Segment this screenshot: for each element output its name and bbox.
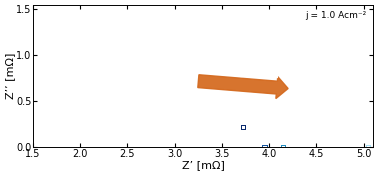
Point — [240, 126, 246, 129]
Point — [280, 146, 287, 149]
Point — [240, 126, 246, 129]
Point — [262, 146, 268, 149]
Point — [280, 146, 287, 149]
Point — [366, 146, 372, 149]
Point — [240, 126, 246, 129]
X-axis label: Z’ [mΩ]: Z’ [mΩ] — [182, 160, 225, 170]
Point — [280, 146, 287, 149]
Point — [280, 146, 287, 149]
Point — [366, 146, 372, 149]
Point — [262, 146, 268, 149]
Point — [366, 146, 372, 149]
Text: decreasing partial: decreasing partial — [192, 64, 280, 81]
Point — [280, 146, 287, 149]
Point — [240, 126, 246, 129]
Point — [262, 146, 268, 149]
Point — [366, 146, 372, 149]
Text: j = 1.0 Acm⁻²: j = 1.0 Acm⁻² — [305, 10, 366, 20]
Text: pressure: pressure — [218, 90, 261, 102]
Point — [240, 126, 246, 129]
Point — [366, 146, 372, 149]
Point — [280, 146, 287, 149]
Point — [240, 126, 246, 129]
Point — [240, 126, 246, 129]
Point — [262, 146, 268, 149]
Point — [280, 146, 287, 149]
Point — [280, 146, 287, 149]
Point — [280, 146, 287, 149]
FancyArrow shape — [198, 75, 288, 99]
Point — [262, 146, 268, 149]
Point — [240, 126, 246, 129]
Point — [366, 146, 372, 149]
Point — [240, 126, 246, 129]
Point — [262, 146, 268, 149]
Point — [280, 146, 287, 149]
Point — [280, 146, 287, 149]
Point — [366, 146, 372, 149]
Point — [240, 126, 246, 129]
Point — [240, 126, 246, 129]
Point — [280, 146, 287, 149]
Point — [262, 146, 268, 149]
Point — [280, 146, 287, 149]
Point — [280, 146, 287, 149]
Point — [280, 146, 287, 149]
Point — [262, 146, 268, 149]
Point — [280, 146, 287, 149]
Point — [262, 146, 268, 149]
Point — [280, 146, 287, 149]
Point — [262, 146, 268, 149]
Point — [366, 146, 372, 149]
Point — [366, 146, 372, 149]
Point — [366, 146, 372, 149]
Point — [262, 146, 268, 149]
Point — [366, 146, 372, 149]
Point — [366, 146, 372, 149]
Point — [240, 126, 246, 129]
Point — [240, 126, 246, 129]
Point — [262, 146, 268, 149]
Point — [280, 146, 287, 149]
Point — [280, 146, 287, 149]
Point — [262, 146, 268, 149]
Point — [366, 146, 372, 149]
Point — [240, 126, 246, 129]
Point — [366, 146, 372, 149]
Point — [262, 146, 268, 149]
Point — [366, 146, 372, 149]
Point — [262, 146, 268, 149]
Point — [240, 126, 246, 129]
Point — [262, 146, 268, 149]
Point — [366, 146, 372, 149]
Point — [262, 146, 268, 149]
Y-axis label: Z’’ [mΩ]: Z’’ [mΩ] — [5, 53, 15, 99]
Point — [262, 146, 268, 149]
Point — [240, 126, 246, 129]
Point — [366, 146, 372, 149]
Point — [240, 126, 246, 129]
Point — [366, 146, 372, 149]
Point — [280, 146, 287, 149]
Point — [240, 126, 246, 129]
Point — [366, 146, 372, 149]
Point — [240, 126, 246, 129]
Point — [240, 126, 246, 129]
Point — [366, 146, 372, 149]
Point — [262, 146, 268, 149]
Point — [262, 146, 268, 149]
